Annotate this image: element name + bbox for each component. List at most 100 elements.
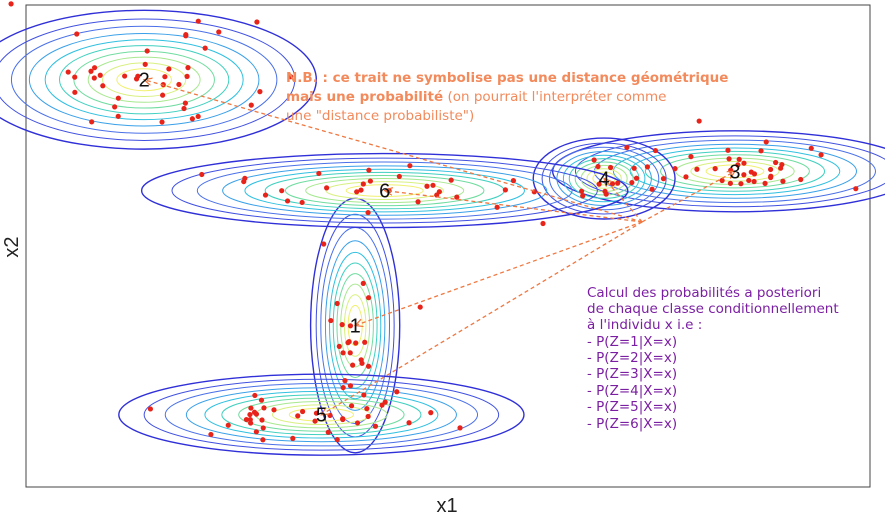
data-point (688, 154, 694, 160)
contour-ring (562, 154, 646, 203)
contour-ring (59, 45, 230, 115)
data-point (415, 199, 421, 205)
data-point (334, 436, 340, 443)
x-axis-label: x1 (436, 495, 457, 517)
data-point (407, 163, 413, 169)
data-point (181, 105, 187, 112)
contour-ring (284, 174, 485, 207)
data-point (74, 31, 80, 37)
data-point (248, 420, 254, 426)
data-point (251, 409, 258, 415)
data-point (313, 410, 320, 416)
probability-arrows (144, 80, 735, 415)
contour-ring (238, 397, 405, 432)
data-point (359, 360, 365, 366)
data-point (853, 186, 859, 192)
data-point (396, 173, 402, 180)
data-point (259, 417, 265, 423)
data-point (72, 89, 78, 95)
arrow-to-cluster-6 (385, 191, 643, 223)
data-point (290, 435, 296, 441)
data-point (364, 406, 370, 412)
data-point (406, 420, 412, 426)
data-point (185, 65, 191, 71)
contour-ring (644, 150, 826, 192)
data-point (347, 350, 353, 356)
cluster-label-2: 2 (139, 70, 150, 92)
data-point (202, 45, 208, 51)
data-point (254, 19, 260, 25)
data-point (751, 178, 757, 185)
data-point (652, 147, 659, 154)
calc-line-4: - P(Z=1|X=x) (587, 334, 677, 350)
data-point (596, 181, 602, 187)
calc-line-2: de chaque classe conditionnellement (587, 301, 839, 317)
cluster-label-1: 1 (350, 316, 361, 338)
data-point (602, 188, 608, 194)
data-point (243, 416, 249, 423)
data-point (683, 174, 689, 180)
plot-frame (25, 4, 871, 488)
contour-ring (271, 404, 371, 425)
data-point (144, 48, 150, 54)
data-point (725, 147, 731, 153)
data-point (288, 74, 294, 80)
contour-ring (204, 390, 439, 439)
data-point (629, 179, 635, 186)
data-point (748, 169, 754, 175)
data-point (631, 165, 637, 171)
data-point (424, 183, 430, 189)
data-point (97, 72, 103, 78)
contour-ring (118, 373, 525, 456)
data-point (762, 180, 768, 186)
contour-ring (586, 168, 622, 189)
contour-ring (305, 178, 465, 204)
contour-ring (325, 181, 444, 201)
calc-line-3: à l'individu x i.e : (587, 317, 702, 333)
calc-line-8: - P(Z=5|X=x) (587, 399, 677, 415)
contour-ring (324, 240, 386, 411)
nb-line-2: mais une probabilité (on pourrait l'inte… (286, 89, 666, 105)
data-point (340, 416, 346, 422)
contour-ring (541, 142, 667, 215)
data-point (738, 181, 744, 187)
data-point (100, 83, 106, 89)
calc-line-1: Calcul des probabilités a posteriori (587, 285, 821, 301)
data-point (365, 209, 371, 216)
contour-ring (612, 143, 857, 199)
calc-line-5: - P(Z=2|X=x) (587, 350, 677, 366)
cluster-label-6: 6 (379, 181, 390, 203)
arrow-to-cluster-3 (641, 171, 735, 223)
data-point (448, 177, 454, 183)
data-point (347, 383, 354, 389)
contour-ring (244, 168, 525, 213)
data-point (580, 193, 586, 199)
data-point (334, 300, 340, 307)
data-point (780, 178, 786, 184)
data-point (595, 163, 601, 170)
data-point (252, 392, 258, 399)
data-point (271, 407, 277, 413)
data-point (430, 182, 436, 188)
data-point (694, 166, 700, 172)
contour-ring (28, 32, 260, 127)
data-point (362, 339, 368, 345)
data-point (735, 162, 741, 168)
data-point (147, 406, 154, 412)
data-point (510, 178, 517, 184)
data-point (741, 172, 747, 178)
calc-annotation: Calcul des probabilités a posteriori de … (587, 285, 839, 432)
calc-line-7: - P(Z=4|X=x) (587, 383, 677, 399)
data-point (348, 403, 355, 409)
contour-ring (44, 39, 244, 121)
data-point (316, 170, 322, 177)
data-point (162, 74, 168, 80)
data-point (91, 75, 97, 81)
contour-ring (0, 18, 296, 141)
contour-bridge (321, 326, 355, 415)
data-point (624, 144, 630, 151)
data-point (367, 178, 373, 184)
data-point (262, 192, 269, 198)
contour-ring (548, 146, 660, 211)
